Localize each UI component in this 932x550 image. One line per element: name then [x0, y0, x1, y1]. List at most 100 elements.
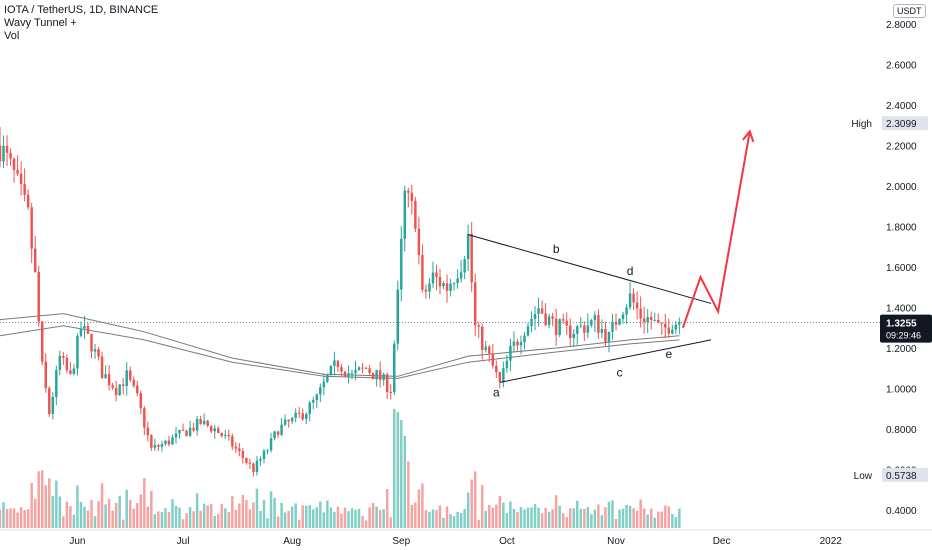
candle-body — [26, 194, 30, 208]
volume-bar — [69, 506, 72, 528]
candle-body — [488, 346, 491, 354]
volume-bar — [305, 505, 308, 528]
last-price-value: 1.3255 — [886, 319, 917, 330]
volume-bar — [357, 508, 361, 528]
candle-body — [583, 325, 586, 333]
candle-body — [459, 272, 463, 279]
candle-body — [519, 342, 523, 346]
candle-body — [407, 190, 410, 193]
candle-body — [255, 460, 259, 473]
time-tick-label: Aug — [283, 536, 301, 547]
volume-bar — [164, 508, 167, 528]
candle-body — [192, 427, 195, 431]
candle-body — [118, 384, 121, 396]
candle-body — [280, 424, 283, 435]
volume-bar — [143, 478, 146, 528]
candle-body — [107, 374, 111, 386]
volume-histogram — [0, 408, 681, 528]
volume-bar — [347, 511, 350, 528]
currency-unit-label[interactable]: USDT — [893, 4, 926, 18]
volume-bar — [361, 516, 364, 528]
candle-body — [484, 346, 487, 351]
volume-bar — [252, 502, 255, 528]
volume-bar — [614, 519, 618, 528]
volume-bar — [308, 505, 311, 528]
volume-bar — [368, 507, 371, 528]
volume-bar — [12, 508, 16, 528]
volume-bar — [199, 510, 202, 528]
volume-bar — [498, 496, 502, 528]
volume-bar — [9, 508, 12, 528]
candle-body — [248, 462, 252, 464]
candle-body — [231, 436, 234, 447]
volume-bar — [118, 495, 121, 528]
candle-body — [653, 320, 656, 322]
volume-bar — [111, 510, 114, 528]
candle-body — [37, 271, 40, 322]
triangle-upper-line — [468, 234, 712, 304]
candle-body — [565, 320, 568, 326]
indicator-volume[interactable]: Vol — [4, 30, 20, 42]
candle-body — [195, 419, 199, 431]
volume-bar — [547, 511, 551, 528]
volume-bar — [470, 479, 473, 528]
time-axis[interactable]: Jun Jul Aug Sep Oct Nov Dec 2022 — [0, 529, 932, 550]
candle-body — [111, 385, 114, 388]
candle-body — [97, 349, 100, 357]
volume-bar — [234, 509, 238, 528]
candle-body — [301, 413, 304, 420]
price-axis[interactable]: 2.8000 2.6000 2.4000 2.2000 2.0000 1.8000 1.60… — [851, 0, 932, 550]
volume-bar — [178, 507, 181, 528]
candle-body — [526, 326, 530, 336]
candle-body — [428, 283, 431, 292]
candle-body — [217, 428, 220, 434]
candle-body — [445, 283, 449, 291]
volume-bar — [273, 497, 276, 528]
indicator-wavy-tunnel[interactable]: Wavy Tunnel + — [4, 17, 77, 29]
volume-bar — [280, 502, 283, 528]
candle-body — [438, 277, 442, 287]
volume-bar — [389, 517, 392, 528]
volume-bar — [572, 508, 575, 528]
candle-body — [414, 200, 417, 229]
triangle-drawing[interactable] — [468, 234, 712, 383]
candle-body — [48, 388, 51, 415]
forecast-arrow[interactable] — [681, 129, 755, 329]
candle-body — [657, 320, 660, 323]
volume-bar — [484, 510, 487, 528]
volume-bar — [477, 520, 480, 528]
volume-bar — [217, 514, 220, 528]
volume-bar — [639, 499, 642, 528]
symbol-title[interactable]: IOTA / TetherUS, 1D, BINANCE — [4, 4, 159, 16]
volume-bar — [125, 489, 128, 528]
volume-bar — [238, 503, 241, 528]
volume-bar — [466, 492, 470, 528]
candle-body — [463, 259, 466, 273]
candle-body — [153, 444, 157, 448]
volume-bar — [473, 471, 477, 528]
candle-body — [202, 420, 206, 425]
volume-bar — [248, 509, 252, 528]
volume-bar — [294, 503, 297, 528]
volume-bar — [607, 501, 611, 528]
time-tick-label: Oct — [499, 536, 515, 547]
candle-body — [561, 319, 565, 321]
volume-bar — [417, 489, 421, 528]
candle-body — [19, 173, 23, 185]
candle-body — [509, 345, 512, 361]
volume-bar — [16, 512, 19, 528]
volume-bar — [565, 516, 568, 528]
candle-body — [368, 368, 371, 374]
volume-bar — [160, 512, 164, 528]
candle-body — [498, 372, 502, 382]
volume-bar — [97, 501, 100, 528]
wave-label-d: d — [627, 264, 634, 278]
candle-body — [551, 316, 554, 319]
candle-body — [614, 321, 618, 325]
volume-bar — [438, 505, 442, 528]
volume-bar — [224, 508, 227, 528]
volume-bar — [678, 508, 681, 528]
candle-body — [283, 419, 287, 425]
volume-bar — [139, 494, 143, 528]
